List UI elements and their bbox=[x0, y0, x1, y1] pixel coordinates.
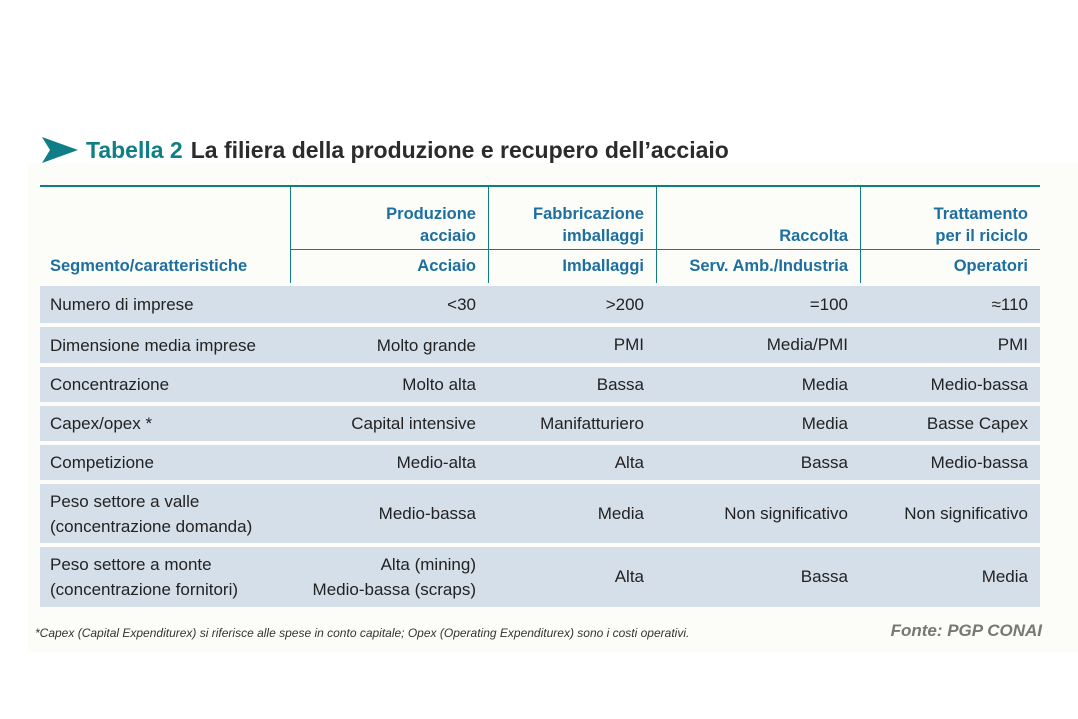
cell-trattamento: PMI bbox=[997, 335, 1028, 354]
column-header-raccolta: Raccolta Serv. Amb./Industria bbox=[656, 187, 860, 283]
table-row: Peso settore a monte (concentrazione forn… bbox=[40, 547, 1040, 607]
table-row: Competizione Medio-alta Alta Bassa Medio… bbox=[40, 445, 1040, 480]
table-row: Numero di imprese <30 >200 =100 ≈110 bbox=[40, 286, 1040, 323]
table-number: Tabella 2 bbox=[86, 136, 183, 163]
column-title-line2: per il riciclo bbox=[935, 227, 1028, 245]
cell-trattamento: Media bbox=[981, 567, 1028, 586]
column-title-line2: Raccolta bbox=[779, 227, 848, 245]
cell-fabbricazione: Alta bbox=[614, 452, 644, 472]
cell-trattamento: Medio-bassa bbox=[930, 452, 1028, 472]
cell-trattamento: Medio-bassa bbox=[930, 374, 1028, 394]
table-row: Peso settore a valle (concentrazione doma… bbox=[40, 484, 1040, 543]
row-label: Numero di imprese bbox=[50, 295, 194, 314]
cell-fabbricazione: Alta bbox=[614, 567, 644, 586]
cell-trattamento: ≈110 bbox=[991, 294, 1028, 314]
table-body: Numero di imprese <30 >200 =100 ≈110 Dim… bbox=[40, 286, 1040, 607]
top-rule bbox=[40, 185, 1040, 187]
cell-fabbricazione: PMI bbox=[613, 335, 644, 354]
cell-produzione: Alta (mining) Medio-bassa (scraps) bbox=[312, 555, 476, 599]
column-subheader: Operatori bbox=[953, 257, 1028, 275]
cell-fabbricazione: Media bbox=[597, 503, 644, 523]
column-header-trattamento: Trattamento per il riciclo Operatori bbox=[860, 187, 1040, 283]
cell-produzione: Capital intensive bbox=[351, 414, 476, 433]
row-label: Peso settore a monte (concentrazione forn… bbox=[50, 555, 239, 599]
cell-raccolta: Media/PMI bbox=[766, 335, 848, 354]
cell-fabbricazione: Bassa bbox=[596, 374, 644, 394]
cell-raccolta: Media bbox=[801, 374, 848, 394]
table-header: Segmento/caratteristiche Produzione accia… bbox=[40, 187, 1040, 283]
cell-fabbricazione: Manifatturiero bbox=[540, 413, 644, 433]
cell-trattamento: Non significativo bbox=[904, 503, 1028, 523]
row-label: Competizione bbox=[50, 453, 154, 472]
cell-raccolta: Media bbox=[801, 413, 848, 433]
column-subheader: Acciaio bbox=[417, 257, 476, 275]
cell-produzione: Medio-bassa bbox=[378, 504, 476, 523]
cell-produzione: Molto grande bbox=[376, 335, 476, 355]
cell-fabbricazione: >200 bbox=[605, 294, 644, 314]
column-title-line1: Produzione bbox=[386, 205, 476, 223]
column-title-line1: Fabbricazione bbox=[533, 205, 644, 223]
column-subheader: Serv. Amb./Industria bbox=[689, 257, 848, 275]
cell-raccolta: Non significativo bbox=[724, 503, 848, 523]
column-title-line2: imballaggi bbox=[562, 227, 644, 245]
cell-produzione: Molto alta bbox=[402, 375, 476, 394]
cell-trattamento: Basse Capex bbox=[926, 413, 1028, 433]
row-label: Concentrazione bbox=[50, 375, 170, 394]
row-label: Capex/opex * bbox=[50, 414, 153, 433]
column-header-fabbricazione: Fabbricazione imballaggi Imballaggi bbox=[488, 187, 656, 283]
cell-produzione: <30 bbox=[447, 295, 476, 314]
cell-raccolta: Bassa bbox=[800, 567, 848, 586]
table-row: Dimensione media imprese Molto grande PM… bbox=[40, 327, 1040, 363]
table-row: Capex/opex * Capital intensive Manifattu… bbox=[40, 406, 1040, 441]
row-label: Dimensione media imprese bbox=[50, 335, 256, 355]
cell-raccolta: =100 bbox=[809, 294, 848, 314]
table-caption: La filiera della produzione e recupero d… bbox=[190, 136, 729, 163]
segment-header: Segmento/caratteristiche bbox=[50, 257, 248, 275]
table-title: Tabella 2 La filiera della produzione e … bbox=[40, 130, 729, 170]
arrow-icon bbox=[42, 137, 78, 163]
column-header-produzione: Produzione acciaio Acciaio bbox=[290, 187, 488, 283]
cell-produzione: Medio-alta bbox=[396, 453, 476, 472]
data-table: Segmento/caratteristiche Produzione accia… bbox=[40, 185, 1040, 611]
row-label: Peso settore a valle (concentrazione doma… bbox=[50, 491, 253, 536]
table-row: Concentrazione Molto alta Bassa Media Me… bbox=[40, 367, 1040, 402]
column-title-line2: acciaio bbox=[420, 227, 476, 245]
source-credit: Fonte: PGP CONAI bbox=[890, 621, 1042, 640]
cell-raccolta: Bassa bbox=[800, 452, 848, 472]
column-title-line1: Trattamento bbox=[933, 205, 1028, 223]
column-subheader: Imballaggi bbox=[562, 257, 644, 275]
footnote: *Capex (Capital Expenditurex) si riferis… bbox=[35, 626, 690, 640]
